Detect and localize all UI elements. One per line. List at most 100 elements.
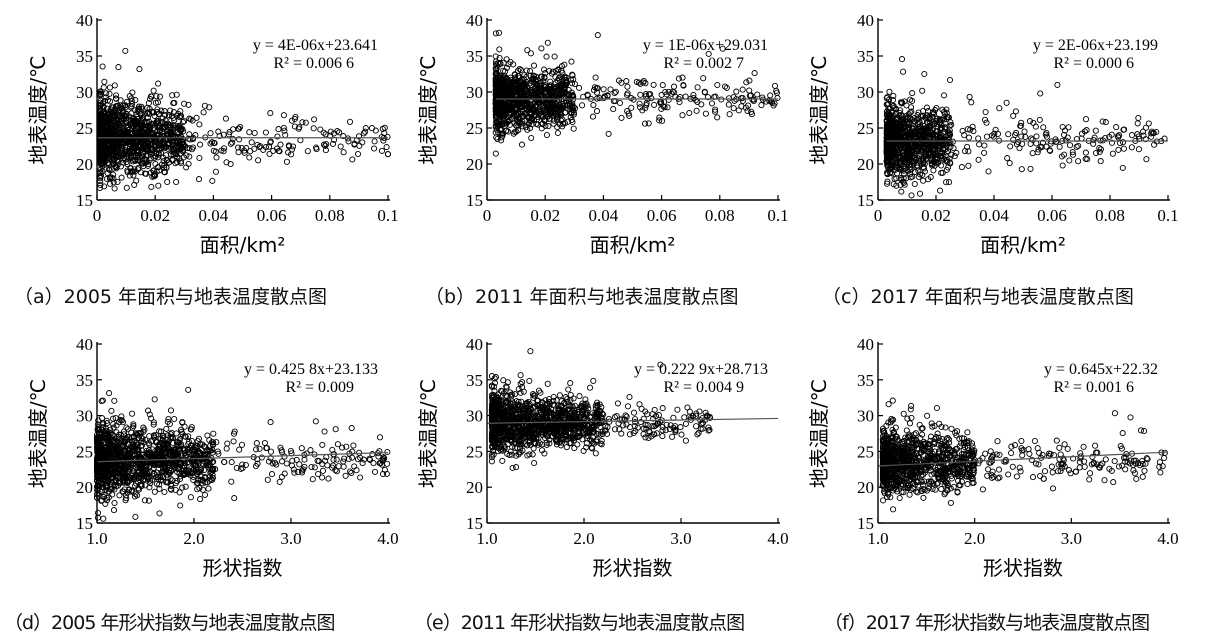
scatter-point <box>153 93 160 100</box>
scatter-point <box>916 190 924 197</box>
scatter-point <box>280 112 287 119</box>
scatter-point <box>177 126 184 133</box>
scatter-point <box>708 100 716 107</box>
scatter-point <box>500 59 507 66</box>
scatter-point <box>376 434 384 441</box>
x-tick-label: 0.08 <box>1095 206 1125 225</box>
y-tick-label: 40 <box>76 11 93 30</box>
scatter-point <box>528 134 535 142</box>
scatter-point <box>109 491 116 498</box>
x-tick-label: 0.04 <box>979 206 1009 225</box>
scatter-point <box>156 124 163 131</box>
scatter-point <box>325 475 332 482</box>
scatter-point <box>159 115 166 122</box>
scatter-point <box>160 123 167 130</box>
scatter-point <box>267 138 274 145</box>
scatter-point <box>138 110 145 117</box>
x-axis-label: 面积/km² <box>980 233 1066 257</box>
scatter-point <box>1021 128 1028 135</box>
scatter-point <box>322 147 329 154</box>
scatter-point <box>126 113 133 120</box>
scatter-point <box>148 183 155 190</box>
scatter-point <box>187 494 194 501</box>
scatter-point <box>108 138 115 145</box>
scatter-point <box>355 133 363 140</box>
scatter-point <box>106 84 114 91</box>
scatter-point <box>517 66 525 74</box>
scatter-point <box>624 83 631 90</box>
scatter-point <box>148 149 156 156</box>
scatter-point <box>145 99 152 107</box>
x-tick-label: 0.04 <box>589 206 619 225</box>
scatter-point <box>1120 145 1127 152</box>
scatter-point <box>1135 114 1142 122</box>
scatter-point <box>371 145 378 152</box>
scatter-point <box>1010 112 1017 119</box>
scatter-point <box>1040 124 1047 131</box>
scatter-point <box>334 441 341 448</box>
scatter-point <box>540 66 548 73</box>
scatter-point <box>267 419 274 426</box>
scatter-point <box>186 131 193 138</box>
scatter-point <box>176 114 183 121</box>
scatter-point <box>133 153 140 160</box>
scatter-point <box>909 90 916 97</box>
scatter-point <box>110 157 117 164</box>
scatter-point <box>150 124 157 131</box>
scatter-point <box>530 62 538 69</box>
scatter-point <box>275 126 282 133</box>
scatter-point <box>172 144 179 151</box>
scatter-point <box>117 121 124 128</box>
scatter-point <box>1075 142 1082 149</box>
scatter-point <box>518 141 526 148</box>
scatter-point <box>659 82 666 89</box>
scatter-point <box>200 109 207 116</box>
y-tick-label: 20 <box>76 155 93 174</box>
scatter-point <box>1092 127 1099 134</box>
scatter-point <box>523 67 530 74</box>
scatter-point <box>157 141 164 148</box>
scatter-point <box>111 185 118 192</box>
scatter-point <box>712 106 719 113</box>
scatter-point <box>618 114 625 121</box>
scatter-point <box>357 474 364 481</box>
scatter-point <box>266 150 273 158</box>
scatter-point <box>273 145 281 152</box>
scatter-point <box>253 440 260 447</box>
scatter-point <box>543 53 550 60</box>
scatter-point <box>505 118 512 125</box>
scatter-point <box>161 488 168 496</box>
scatter-point <box>160 157 167 165</box>
regression-equation: y = 2E-06x+23.199 <box>1033 37 1158 54</box>
scatter-point <box>567 113 574 121</box>
scatter-point <box>900 68 907 75</box>
scatter-point <box>146 149 154 156</box>
scatter-point <box>285 143 293 150</box>
scatter-point <box>1115 146 1122 153</box>
scatter-point <box>166 121 173 128</box>
scatter-point <box>337 143 344 150</box>
scatter-point <box>985 168 992 175</box>
scatter-point <box>758 102 765 109</box>
scatter-point <box>175 125 182 132</box>
scatter-point <box>319 460 326 468</box>
scatter-point <box>165 113 172 120</box>
scatter-point <box>185 101 192 108</box>
scatter-point <box>111 397 118 404</box>
scatter-point <box>236 446 243 453</box>
y-axis-label: 地表温度/℃ <box>26 55 50 164</box>
scatter-point <box>362 128 369 135</box>
scatter-point <box>205 485 212 492</box>
scatter-point <box>746 77 753 84</box>
scatter-point <box>154 99 162 106</box>
scatter-point <box>538 45 545 52</box>
scatter-point <box>278 473 285 480</box>
scatter-point <box>682 93 689 100</box>
scatter-point <box>299 119 306 126</box>
scatter-point <box>150 87 157 94</box>
scatter-point <box>129 168 136 175</box>
scatter-point <box>177 160 185 167</box>
scatter-point <box>216 132 223 140</box>
